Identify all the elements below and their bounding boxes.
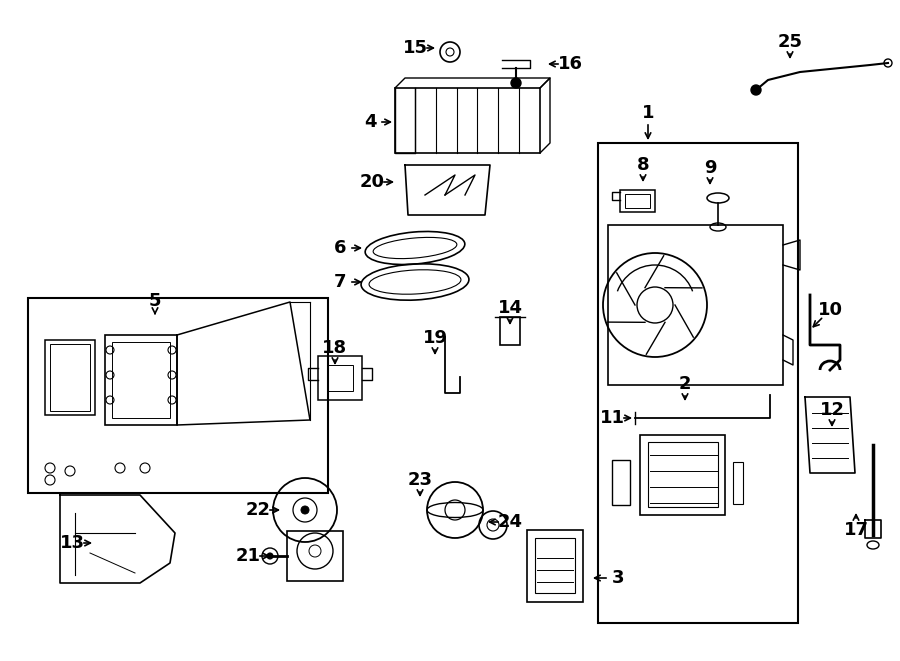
Bar — [318, 356, 362, 400]
Bar — [620, 190, 655, 212]
Text: 15: 15 — [402, 39, 428, 57]
Bar — [395, 88, 540, 153]
Text: 24: 24 — [498, 513, 523, 531]
Text: 22: 22 — [246, 501, 271, 519]
Circle shape — [267, 553, 273, 559]
Text: 20: 20 — [359, 173, 384, 191]
Circle shape — [511, 78, 521, 88]
Bar — [598, 143, 798, 623]
Text: 1: 1 — [642, 104, 654, 122]
Text: 17: 17 — [843, 521, 868, 539]
Text: 23: 23 — [408, 471, 433, 489]
Text: 14: 14 — [498, 299, 523, 317]
Bar — [50, 344, 90, 411]
Bar — [535, 538, 575, 593]
Bar — [733, 462, 743, 504]
Bar — [45, 340, 95, 415]
Text: 9: 9 — [704, 159, 716, 177]
Bar — [105, 335, 177, 425]
Bar — [287, 531, 343, 581]
Text: 3: 3 — [612, 569, 625, 587]
Bar — [500, 317, 520, 345]
Text: 8: 8 — [636, 156, 649, 174]
Text: 21: 21 — [236, 547, 260, 565]
Circle shape — [751, 85, 761, 95]
Text: 13: 13 — [59, 534, 85, 552]
Text: 25: 25 — [778, 33, 803, 51]
Text: 4: 4 — [364, 113, 376, 131]
Bar — [648, 442, 718, 507]
Bar — [640, 435, 725, 515]
Bar — [527, 530, 583, 602]
Text: 5: 5 — [148, 292, 161, 310]
Bar — [612, 460, 630, 505]
Text: 16: 16 — [557, 55, 582, 73]
Bar — [625, 194, 650, 208]
Bar — [327, 365, 353, 391]
Text: 11: 11 — [599, 409, 625, 427]
Circle shape — [301, 506, 309, 514]
Text: 10: 10 — [817, 301, 842, 319]
Text: 12: 12 — [820, 401, 844, 419]
Text: 6: 6 — [334, 239, 346, 257]
Text: 18: 18 — [322, 339, 347, 357]
Text: 2: 2 — [679, 375, 691, 393]
Text: 19: 19 — [422, 329, 447, 347]
Bar — [28, 298, 328, 493]
Bar — [608, 225, 783, 385]
Bar — [112, 342, 170, 418]
Text: 7: 7 — [334, 273, 346, 291]
